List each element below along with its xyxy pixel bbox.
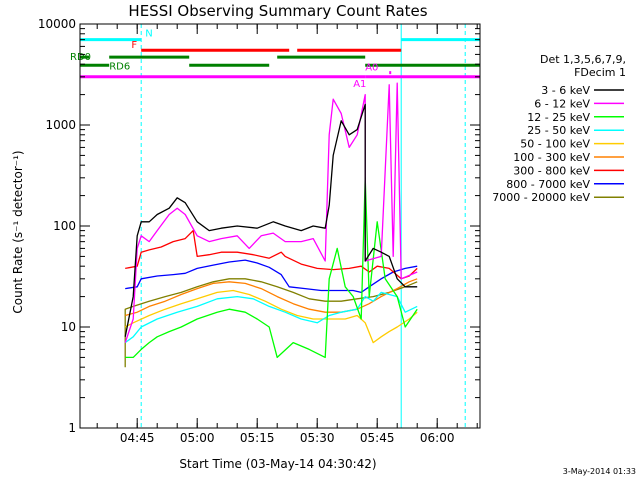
x-tick-label: 04:45 — [120, 431, 155, 445]
y-tick-label: 1000 — [45, 118, 76, 132]
legend-label: 100 - 300 keV — [513, 151, 590, 164]
legend-header: Det 1,3,5,6,7,9, — [540, 53, 626, 66]
series-line — [125, 278, 418, 317]
y-tick-label: 10 — [61, 320, 76, 334]
flag-label-rd6: RD6 — [109, 61, 130, 72]
legend-label: 300 - 800 keV — [513, 164, 590, 177]
x-tick-label: 05:00 — [180, 431, 215, 445]
series-line — [125, 229, 418, 280]
plot-area: NF RD0 RD6 A0 A1 — [70, 24, 480, 428]
y-tick-label: 1 — [68, 421, 76, 435]
flag-label-f: F — [131, 40, 137, 51]
x-axis: 04:45 05:00 05:15 05:30 05:45 06:00 — [96, 24, 478, 445]
flag-label-n: N — [145, 29, 152, 40]
y-tick-label: 10000 — [38, 17, 76, 31]
series-line — [125, 177, 418, 359]
legend-label: 50 - 100 keV — [520, 138, 590, 151]
series-line — [125, 259, 418, 294]
x-tick-label: 05:30 — [300, 431, 335, 445]
legend-label: 6 - 12 keV — [534, 97, 590, 110]
series-line — [124, 103, 418, 337]
footer-timestamp: 3-May-2014 01:33 — [563, 467, 636, 476]
y-axis: 1 10 100 1000 10000 — [38, 17, 480, 435]
legend-header: FDecim 1 — [574, 66, 626, 79]
y-axis-label: Count Rate (s⁻¹ detector⁻¹) — [11, 150, 25, 313]
series-line — [124, 291, 418, 344]
x-tick-label: 06:00 — [420, 431, 455, 445]
chart-title: HESSI Observing Summary Count Rates — [128, 2, 427, 20]
legend-label: 800 - 7000 keV — [506, 178, 590, 191]
x-axis-label: Start Time (03-May-14 04:30:42) — [179, 457, 376, 471]
series-line — [124, 278, 418, 368]
legend-label: 12 - 25 keV — [527, 111, 590, 124]
flag-label-a0: A0 — [365, 63, 378, 74]
series-line — [124, 289, 418, 344]
x-tick-label: 05:15 — [240, 431, 275, 445]
series-line — [124, 82, 418, 343]
y-tick-label: 100 — [53, 219, 76, 233]
flag-label-rd0: RD0 — [70, 52, 91, 63]
legend-label: 25 - 50 keV — [527, 124, 590, 137]
legend-label: 3 - 6 keV — [541, 84, 590, 97]
flag-label-a1: A1 — [353, 79, 366, 90]
x-tick-label: 05:45 — [360, 431, 395, 445]
legend-label: 7000 - 20000 keV — [492, 191, 590, 204]
